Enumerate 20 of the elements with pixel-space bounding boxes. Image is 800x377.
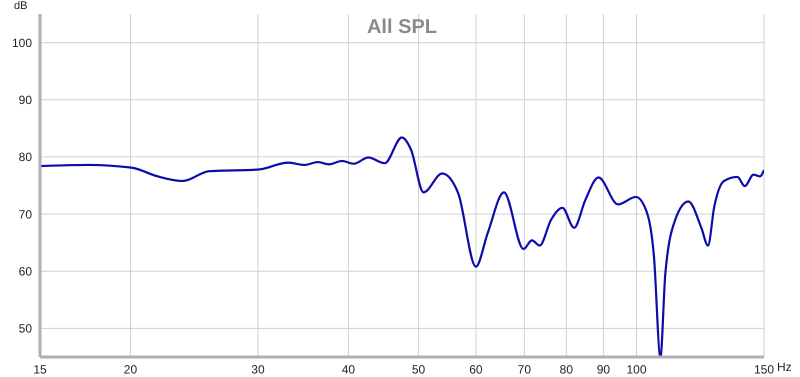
y-tick-label: 80: [18, 150, 32, 164]
x-tick-label: 70: [518, 362, 532, 377]
x-tick-label: 30: [251, 362, 265, 377]
x-tick-label: 15: [33, 362, 47, 377]
x-tick-label: 50: [412, 362, 426, 377]
x-axis-title: Hz: [777, 360, 792, 374]
y-axis-title: dB: [14, 0, 28, 12]
x-tick-label: 60: [469, 362, 483, 377]
y-tick-label: 70: [18, 207, 32, 222]
x-tick-label: 90: [596, 362, 610, 377]
x-tick-label: 100: [626, 362, 647, 377]
y-tick-label: 60: [18, 264, 32, 279]
x-tick-label: 80: [560, 362, 574, 377]
x-tick-label: 40: [342, 362, 356, 377]
y-tick-label: 50: [18, 322, 32, 336]
x-tick-label: 150: [754, 362, 774, 377]
chart-title: All SPL: [366, 16, 438, 39]
x-tick-label: 20: [124, 362, 138, 377]
y-tick-label: 90: [18, 93, 32, 108]
y-tick-label: 100: [12, 36, 32, 50]
